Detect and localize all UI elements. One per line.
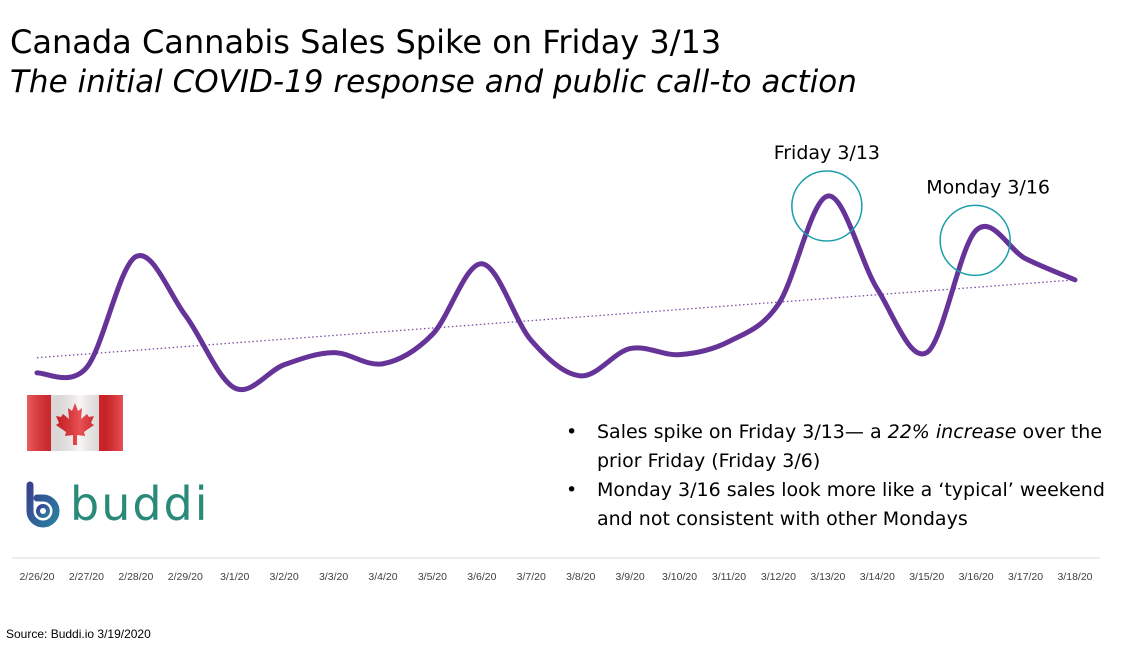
x-tick-label: 3/5/20 [418, 571, 447, 583]
canada-flag-icon [27, 395, 123, 451]
x-tick-label: 2/29/20 [168, 571, 203, 583]
x-tick-label: 3/7/20 [517, 571, 546, 583]
x-tick-label: 3/9/20 [616, 571, 645, 583]
x-tick-label: 3/18/20 [1057, 571, 1092, 583]
x-tick-label: 3/14/20 [860, 571, 895, 583]
bullet-item-monday-sales: Monday 3/16 sales look more like a ‘typi… [566, 476, 1122, 534]
x-tick-label: 3/4/20 [368, 571, 397, 583]
bullet-list: Sales spike on Friday 3/13— a 22% increa… [566, 418, 1122, 534]
x-tick-label: 3/8/20 [566, 571, 595, 583]
sales-series-line [34, 193, 1078, 393]
trendline [36, 279, 1076, 359]
x-tick-label: 3/10/20 [662, 571, 697, 583]
chart-subtitle: The initial COVID-19 response and public… [10, 64, 857, 100]
annotation-label-3-13-20: Friday 3/13 [774, 142, 880, 164]
annotation-circle-3-13-20 [791, 170, 863, 242]
x-tick-label: 3/11/20 [712, 571, 746, 583]
increase-emphasis: 22% increase [887, 421, 1017, 443]
annotation-label-3-16-20: Monday 3/16 [926, 176, 1050, 198]
x-tick-label: 2/28/20 [118, 571, 153, 583]
buddi-logo-text: buddi [70, 477, 210, 531]
annotation-circle-3-16-20 [939, 204, 1011, 277]
chart-title: Canada Cannabis Sales Spike on Friday 3/… [10, 23, 722, 61]
x-tick-label: 2/27/20 [69, 571, 104, 583]
x-tick-label: 3/12/20 [761, 571, 796, 583]
x-tick-label: 2/26/20 [19, 571, 54, 583]
x-tick-label: 3/3/20 [319, 571, 348, 583]
x-tick-label: 3/6/20 [467, 571, 496, 583]
source-note: Source: Buddi.io 3/19/2020 [6, 627, 151, 641]
x-tick-label: 3/17/20 [1008, 571, 1043, 583]
x-tick-label: 3/13/20 [810, 571, 845, 583]
bullet-item-friday-spike: Sales spike on Friday 3/13— a 22% increa… [566, 418, 1122, 476]
x-tick-label: 3/16/20 [959, 571, 994, 583]
sales-line-chart: 2/26/20 2/27/20 2/28/20 2/29/20 3/1/20 3/2/20… [12, 142, 1100, 583]
buddi-logo-icon [26, 481, 60, 528]
x-tick-label: 3/1/20 [220, 571, 249, 583]
x-tick-label: 3/15/20 [909, 571, 944, 583]
x-tick-label: 3/2/20 [270, 571, 299, 583]
